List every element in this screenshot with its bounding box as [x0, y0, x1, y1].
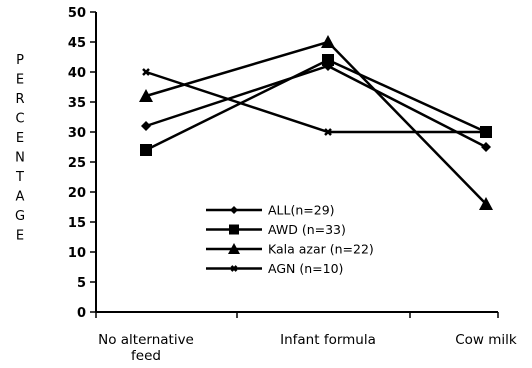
x-marker: [482, 128, 490, 136]
legend-entry: AGN (n=10): [206, 261, 343, 276]
x-category-label: Cow milk: [455, 332, 517, 348]
triangle-marker: [321, 35, 335, 48]
y-tick-label: 40: [68, 66, 86, 81]
y-tick-label: 15: [68, 216, 86, 231]
square-marker: [140, 144, 152, 156]
y-tick-label: 35: [68, 96, 86, 111]
square-marker: [322, 54, 334, 66]
y-tick-label: 50: [68, 6, 86, 21]
diamond-marker: [481, 142, 491, 152]
series-3: [142, 68, 490, 136]
x-category-label: No alternative feed: [98, 332, 194, 364]
y-tick-label: 0: [77, 306, 86, 321]
legend-entry: ALL(n=29): [206, 203, 335, 218]
legend-label: AGN (n=10): [268, 261, 343, 276]
square-marker: [229, 224, 239, 235]
legend-entry: AWD (n=33): [206, 222, 346, 237]
series-2: [139, 35, 493, 210]
legend-label: Kala azar (n=22): [268, 242, 374, 257]
diamond-marker: [141, 121, 151, 131]
triangle-marker: [479, 197, 493, 210]
y-tick-label: 45: [68, 36, 86, 51]
triangle-marker: [139, 89, 153, 102]
triangle-marker: [228, 243, 240, 254]
diamond-marker: [230, 206, 238, 214]
y-tick-label: 5: [77, 276, 86, 291]
series-line: [145, 64, 487, 149]
legend-entry: Kala azar (n=22): [206, 242, 374, 257]
series-line: [145, 58, 487, 152]
x-axis-categories: No alternative feed Infant formula Cow milk: [95, 312, 517, 364]
y-tick-label: 20: [68, 186, 86, 201]
x-marker: [230, 265, 238, 272]
legend-label: AWD (n=33): [268, 222, 346, 237]
legend: ALL(n=29) AWD (n=33) Kala azar (n=22) AGN (…: [206, 203, 374, 276]
y-tick-label: 10: [68, 246, 86, 261]
x-marker: [142, 68, 150, 76]
legend-label: ALL(n=29): [268, 203, 335, 218]
y-tick-label: 25: [68, 156, 86, 171]
x-category-label: Infant formula: [280, 332, 376, 348]
series-0: [141, 61, 491, 152]
y-axis-ticks: 0 5 10 15 20 25 30 35 40 45 50: [68, 6, 96, 321]
y-tick-label: 30: [68, 126, 86, 141]
x-marker: [324, 128, 332, 136]
series-lines: [139, 35, 493, 210]
